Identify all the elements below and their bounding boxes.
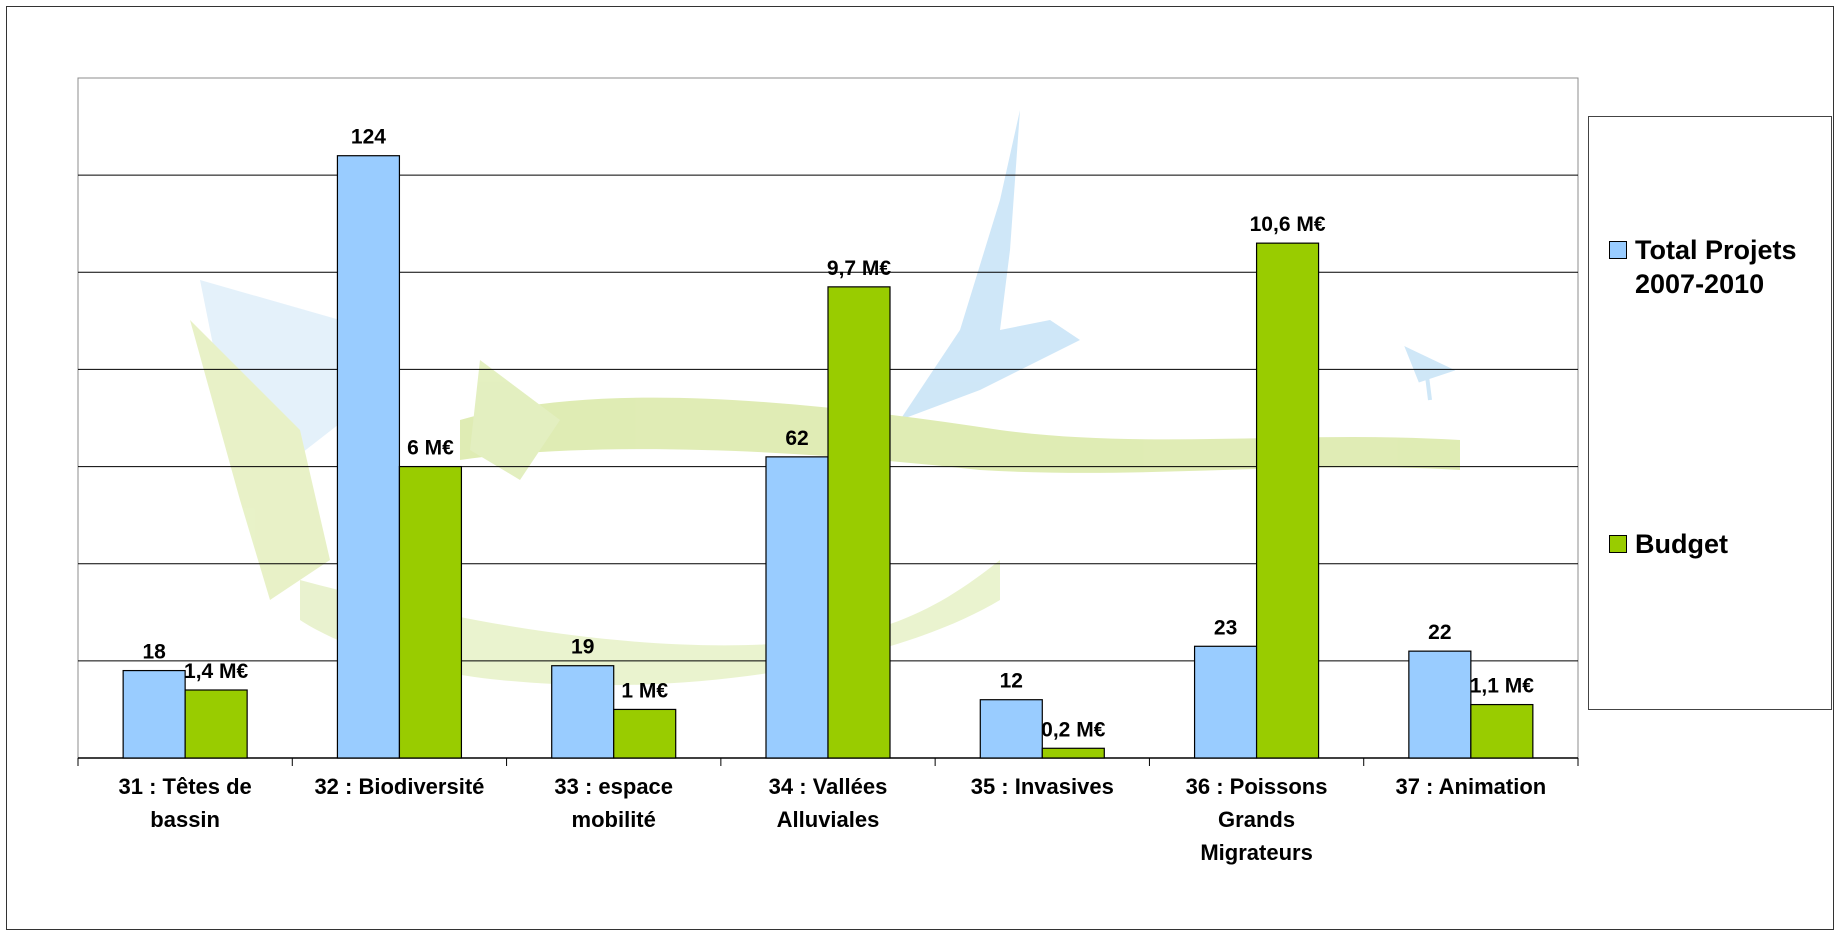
data-label-budget: 1 M€ <box>621 679 668 702</box>
bar-total-projets <box>336 155 401 759</box>
bar-budget <box>1041 747 1105 759</box>
bar-total-projets <box>551 665 615 759</box>
bar-total-projets <box>1193 645 1258 759</box>
legend-swatch-budget <box>1609 535 1627 553</box>
x-tick-label: 34 : Vallées <box>769 774 888 799</box>
legend-item-total-projets: Total Projets 2007-2010 <box>1609 233 1835 301</box>
data-label-budget: 9,7 M€ <box>827 257 892 280</box>
bar-budget <box>827 286 891 759</box>
data-label-budget: 6 M€ <box>407 437 454 460</box>
plot-area: 18 124 19 62 12 23 22 1,4 M€ 6 M€ 1 M€ 9,7 M€ 0,2 M… <box>77 77 1579 865</box>
chart-frame <box>6 6 1834 930</box>
watermark-leaf-shape <box>470 360 560 480</box>
x-tick-label: mobilité <box>572 807 656 832</box>
data-label-total-projets: 12 <box>1000 670 1023 693</box>
bar-total-projets <box>1408 650 1472 759</box>
bar-budget <box>398 465 463 759</box>
bar-budget <box>1255 242 1320 759</box>
background-watermark <box>190 110 1460 686</box>
x-tick-label: 36 : Poissons <box>1186 774 1328 799</box>
legend-label-total-projets: Total Projets 2007-2010 <box>1635 235 1797 299</box>
data-label-total-projets: 62 <box>785 427 808 450</box>
watermark-green-band <box>460 397 1460 473</box>
data-label-budget: 0,2 M€ <box>1041 718 1106 741</box>
x-tick-label: 32 : Biodiversité <box>314 774 484 799</box>
data-label-total-projets: 22 <box>1428 621 1451 644</box>
watermark-green-shape <box>190 320 330 600</box>
bar-total-projets <box>765 456 829 759</box>
bar-total-projets <box>979 699 1043 759</box>
data-label-total-projets: 19 <box>571 636 594 659</box>
watermark-dragonfly <box>1404 345 1456 401</box>
legend: Total Projets 2007-2010 Budget <box>1588 116 1832 710</box>
bar-total-projets <box>122 669 186 759</box>
bar-budget <box>613 708 677 759</box>
legend-swatch-total-projets <box>1609 241 1627 259</box>
watermark-bird-shape <box>900 110 1080 420</box>
x-tick-label: 37 : Animation <box>1395 774 1546 799</box>
data-label-total-projets: 18 <box>142 641 166 664</box>
x-tick-label: 33 : espace <box>554 774 673 799</box>
x-tick-label: 31 : Têtes de <box>119 774 252 799</box>
bar-budget <box>184 689 248 759</box>
data-label-budget: 1,1 M€ <box>1470 675 1535 698</box>
data-label-budget: 1,4 M€ <box>184 660 249 683</box>
x-tick-label: Grands <box>1218 807 1295 832</box>
data-label-total-projets: 124 <box>351 126 386 149</box>
x-tick-label: 35 : Invasives <box>971 774 1114 799</box>
x-tick-label: Migrateurs <box>1200 840 1312 865</box>
x-tick-label: Alluviales <box>777 807 880 832</box>
legend-label-budget: Budget <box>1635 529 1728 559</box>
bar-budget <box>1470 703 1534 759</box>
legend-item-budget: Budget <box>1609 527 1835 561</box>
data-label-budget: 10,6 M€ <box>1250 213 1326 236</box>
data-label-total-projets: 23 <box>1214 616 1237 639</box>
x-tick-label: bassin <box>150 807 220 832</box>
